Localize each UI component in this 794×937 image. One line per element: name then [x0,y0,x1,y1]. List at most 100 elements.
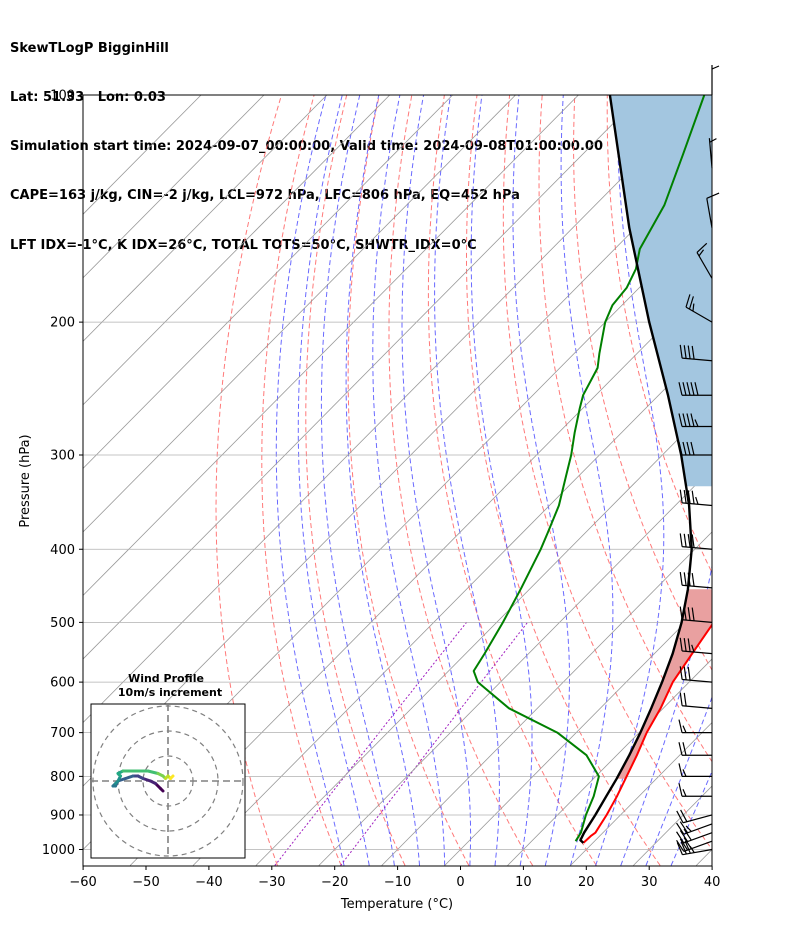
wind-barb [679,489,713,507]
wind-barb-flag [676,810,684,824]
x-tick-label: 20 [578,875,595,890]
wind-barb-staff [706,198,713,228]
moist-adiabats [275,95,712,866]
wind-barb-flag [694,419,699,427]
simulation-info: Simulation start time: 2024-09-07_00:00:… [10,139,603,155]
wind-barb-flag [683,345,687,359]
wind-barb-flag [683,692,687,707]
dry-adiabat-line [427,95,597,866]
hodograph-segment [146,769,160,775]
wind-barb-flag [679,666,683,680]
hodograph-segment [169,774,175,780]
wind-barb-flag [682,382,687,396]
chart-header: SkewTLogP BigginHill Lat: 51.33 Lon: 0.0… [10,8,603,271]
y-tick-label: 100 [50,89,75,104]
wind-barb [711,65,720,95]
wind-barb-flag [682,789,687,797]
wind-barb-flag [676,831,685,844]
dry-adiabat-line [502,95,712,851]
hodograph-inset: Wind Profile 10m/s increment [90,672,246,859]
wind-barb-flag [679,830,689,842]
parcel-line [579,95,693,844]
wind-barb-flag [680,809,688,822]
wind-barb-flag [678,742,683,756]
wind-barb [679,666,713,683]
wind-barb-flag [679,821,689,834]
x-tick-label: −60 [69,875,96,890]
wind-barb-flag [678,719,683,733]
moist-adiabat-line [670,770,712,866]
wind-barb-flag [691,534,695,548]
wind-barb-staff [683,823,713,835]
wind-barb-flag [678,783,683,797]
moist-adiabat-line [401,95,472,866]
wind-barb-flag [682,769,687,777]
cape-area [616,589,712,779]
wind-barb-flag [679,692,683,706]
wind-barb-flag [687,534,691,548]
wind-barb [678,763,712,777]
mixing-ratio-line [340,622,528,866]
wind-barb [679,637,713,655]
isotherm-line [83,95,391,406]
wind-barb-flag [683,606,687,621]
wind-barb-flag [683,828,692,841]
dry-adiabat-line [215,95,282,866]
isotherm-line [83,95,579,597]
moist-adiabat-line [320,95,395,866]
y-axis-title: Pressure (hPa) [18,434,33,527]
x-tick-label: −50 [132,875,159,890]
wind-barb [679,606,713,623]
isotherm-line [255,404,712,866]
wind-barb-flag [676,822,685,835]
dry-adiabat-line [466,95,661,866]
wind-barb-staff [682,357,713,362]
wind-barb [706,192,720,228]
wind-barb-flag [687,666,691,681]
isotherm-line [83,95,642,660]
wind-barb-staff [682,678,713,683]
wind-barb-staff [682,848,713,856]
moist-adiabat-line [560,95,614,866]
wind-barb-staff [682,814,713,824]
x-tick-label: 10 [515,875,532,890]
isotherm-line [129,277,712,866]
cape-info: CAPE=163 j/kg, CIN=-2 j/kg, LCL=972 hPa,… [10,188,520,204]
wind-barb-flag [683,837,692,850]
hodograph-title: Wind Profile [128,672,204,685]
wind-barb-flag [688,296,694,310]
dry-adiabats [215,95,712,866]
isotherm-line [570,721,712,866]
location-info: Lat: 51.33 Lon: 0.03 [10,90,166,106]
wind-barb-flag [687,607,691,621]
wind-barb-staff [682,502,713,507]
wind-barb-flag [687,638,691,652]
wind-barb-flag [684,840,691,854]
wind-barb-flag [706,192,720,199]
wind-barb [679,571,713,589]
wind-barb-staff [696,252,713,279]
wind-barb-flag [682,413,687,427]
wind-barb [679,533,713,550]
wind-barb-flag [678,413,683,427]
moist-adiabat-line [434,95,500,866]
wind-barb-flag [709,138,717,143]
isotherm-line [83,95,705,724]
wind-barb-staff [683,832,713,844]
hodograph-plot [91,704,245,858]
moist-adiabat-line [275,95,345,866]
wind-barb-flag [696,242,708,253]
cin-area [609,95,712,487]
moist-adiabat-line [620,95,712,866]
x-tick-label: 40 [704,875,721,890]
wind-barb-flag [679,571,683,586]
wind-barb [685,294,713,323]
wind-barb-flag [692,303,695,312]
dry-adiabat-line [573,95,712,671]
temperature-line [582,623,712,844]
wind-barb-flag [690,382,695,396]
wind-barb-flag [683,666,687,680]
wind-barb-staff [708,138,713,169]
wind-barb-flag [687,572,691,587]
moist-adiabat-line [645,695,712,866]
